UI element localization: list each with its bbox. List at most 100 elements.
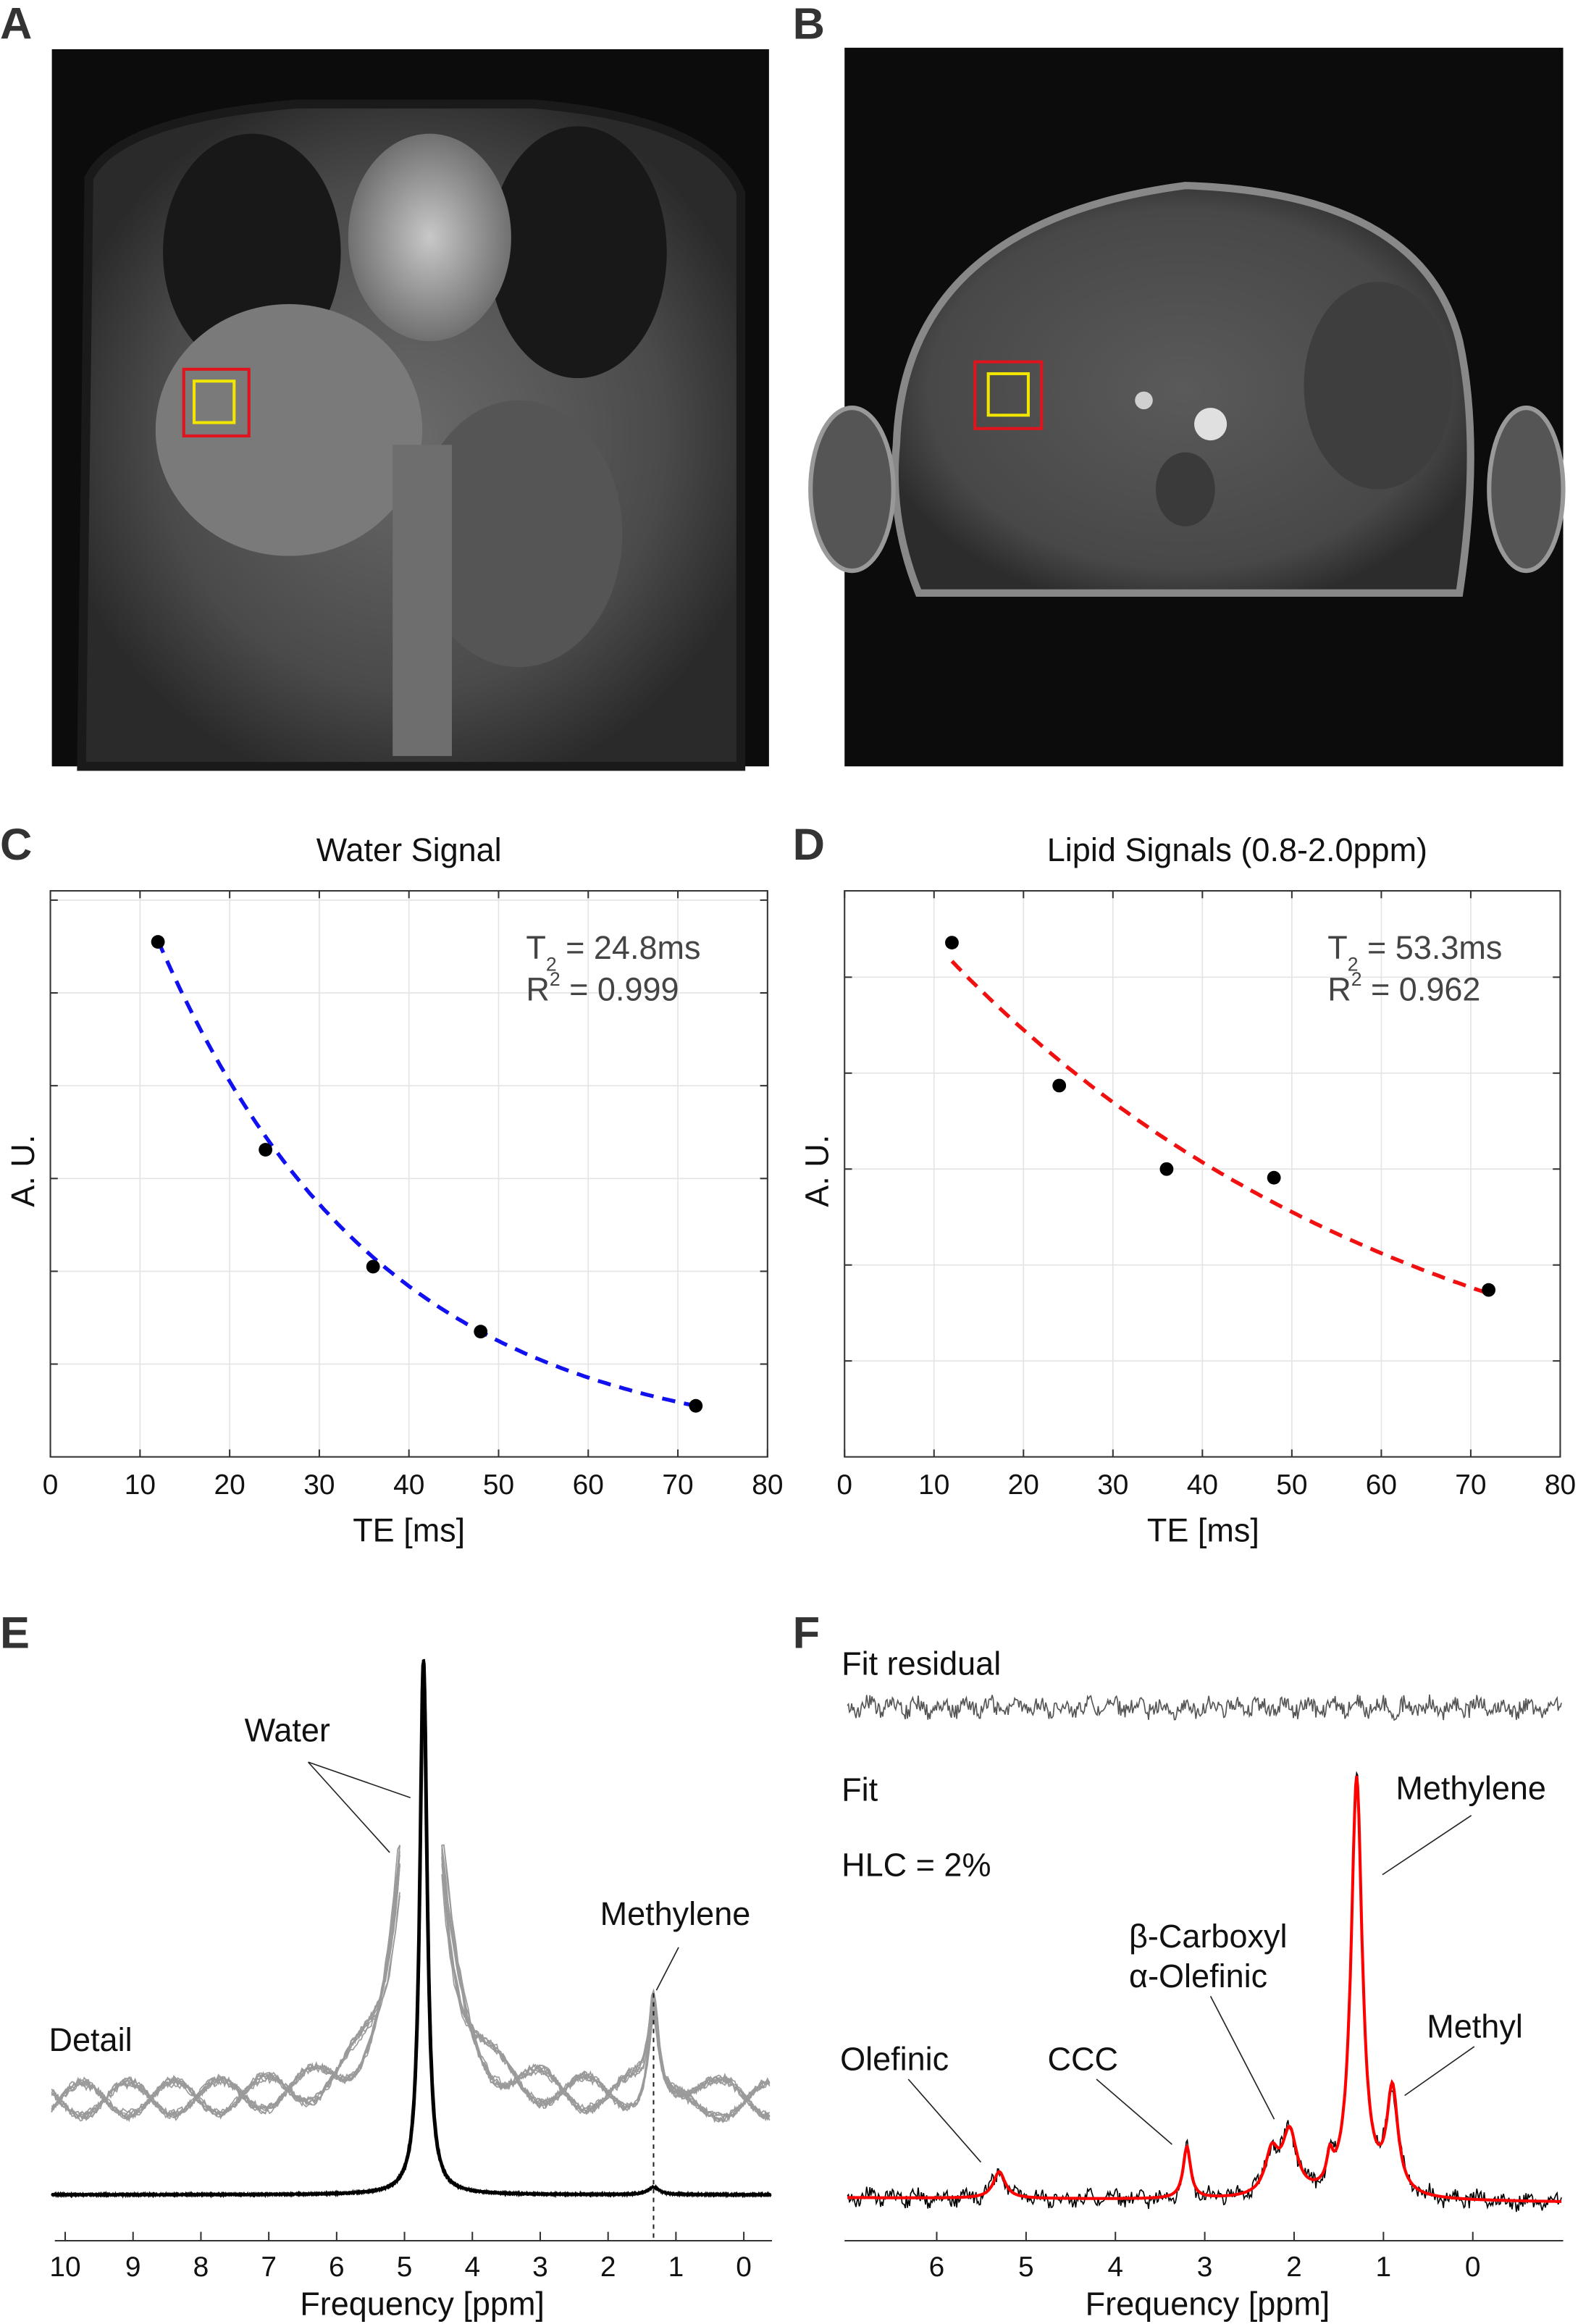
methylene-peak-label-f: Methylene bbox=[1396, 1769, 1546, 1806]
plot-frame bbox=[49, 890, 768, 1458]
detail-spectrum-trace bbox=[441, 1845, 771, 2119]
water-leader-line bbox=[308, 1761, 411, 1799]
detail-spectrum-trace bbox=[441, 1849, 771, 2122]
detail-spectrum-trace bbox=[441, 1845, 771, 2120]
water-peak-label: Water bbox=[245, 1711, 330, 1748]
panel-label-c: C bbox=[0, 820, 32, 870]
data-point bbox=[945, 936, 959, 950]
mri-coronal-image bbox=[51, 49, 769, 771]
detail-spectrum-trace bbox=[442, 1844, 771, 2115]
water-spectrum-trace bbox=[51, 1661, 772, 2199]
x-tick-label: 40 bbox=[393, 1469, 424, 1501]
y-axis-label-water: A. U. bbox=[4, 1135, 41, 1207]
panel-label-b: B bbox=[793, 0, 825, 49]
alpha-olefinic-label: α-Olefinic bbox=[1129, 1958, 1267, 1994]
x-tick-label: 40 bbox=[1187, 1469, 1218, 1501]
olefinic-leader-line bbox=[907, 2078, 982, 2163]
x-tick-label: 9 bbox=[125, 2252, 141, 2283]
x-tick-label: 10 bbox=[125, 1469, 156, 1501]
x-tick-label: 10 bbox=[49, 2252, 80, 2283]
x-tick-label: 50 bbox=[1276, 1469, 1307, 1501]
water-t2-chart: 0 10 20 30 40 50 60 70 80 bbox=[43, 890, 783, 1501]
x-tick-label: 0 bbox=[43, 1469, 59, 1501]
x-tick-label: 30 bbox=[303, 1469, 335, 1501]
panel-label-e: E bbox=[0, 1608, 30, 1658]
x-tick-label: 80 bbox=[752, 1469, 783, 1501]
x-tick-label: 4 bbox=[1107, 2252, 1123, 2283]
methyl-peak-label: Methyl bbox=[1427, 2008, 1523, 2045]
mri-axial-image bbox=[808, 47, 1566, 767]
x-axis-label-f: Frequency [ppm] bbox=[1086, 2285, 1330, 2322]
fit-residual-trace bbox=[847, 1694, 1562, 1721]
data-point bbox=[689, 1398, 703, 1413]
carboxyl-leader-line bbox=[1209, 1996, 1275, 2120]
x-tick-label: 6 bbox=[329, 2252, 345, 2283]
x-tick-label: 5 bbox=[397, 2252, 413, 2283]
fit-label: Fit bbox=[842, 1771, 878, 1808]
detail-spectrum-trace bbox=[51, 1865, 400, 2121]
x-tick-label: 6 bbox=[929, 2252, 945, 2283]
x-axis-label-e: Frequency [ppm] bbox=[300, 2285, 545, 2322]
detail-label: Detail bbox=[49, 2021, 133, 2058]
x-tick-label: 30 bbox=[1097, 1469, 1128, 1501]
x-tick-label: 70 bbox=[1455, 1469, 1486, 1501]
water-detail-leader-line bbox=[307, 1761, 390, 1853]
data-point bbox=[1159, 1162, 1174, 1176]
chart-title-water: Water Signal bbox=[316, 831, 502, 868]
x-tick-label: 4 bbox=[464, 2252, 480, 2283]
x-tick-label: 3 bbox=[532, 2252, 548, 2283]
detail-spectrum-trace bbox=[51, 1863, 400, 2120]
y-axis-label-lipid: A. U. bbox=[799, 1135, 836, 1207]
x-tick-label: 1 bbox=[1376, 2252, 1392, 2283]
x-tick-label: 70 bbox=[662, 1469, 693, 1501]
x-tick-label: 5 bbox=[1018, 2252, 1034, 2283]
olefinic-peak-label: Olefinic bbox=[840, 2041, 949, 2078]
x-tick-label: 0 bbox=[836, 1469, 852, 1501]
r2-annotation-water: R2 = 0.999 bbox=[526, 968, 679, 1007]
methylene-peak-label-e: Methylene bbox=[600, 1895, 751, 1932]
beta-carboxyl-label: β-Carboxyl bbox=[1129, 1918, 1287, 1955]
detail-spectrum-trace bbox=[442, 1844, 771, 2121]
lipid-spectrum-fit-chart: 6 5 4 3 2 1 0 bbox=[844, 1694, 1564, 2283]
x-tick-label: 60 bbox=[1366, 1469, 1397, 1501]
x-tick-label: 3 bbox=[1197, 2252, 1213, 2283]
x-tick-label: 80 bbox=[1545, 1469, 1576, 1501]
roi-inner-box-a bbox=[192, 379, 236, 424]
roi-outer-box-b bbox=[973, 360, 1044, 430]
detail-spectrum-trace bbox=[51, 1845, 400, 2118]
methylene-leader-line-f bbox=[1382, 1815, 1472, 1876]
data-point bbox=[259, 1143, 273, 1157]
measured-spectrum-trace bbox=[847, 1771, 1562, 2212]
hlc-label: HLC = 2% bbox=[842, 1847, 991, 1884]
detail-spectrum-trace bbox=[51, 1854, 400, 2119]
x-tick-label: 20 bbox=[214, 1469, 245, 1501]
x-tick-label: 7 bbox=[261, 2252, 277, 2283]
data-point bbox=[1052, 1078, 1067, 1093]
x-tick-label: 1 bbox=[668, 2252, 684, 2283]
lipid-t2-chart: 0 10 20 30 40 50 60 70 80 bbox=[836, 890, 1576, 1501]
chart-title-lipid: Lipid Signals (0.8-2.0ppm) bbox=[1047, 831, 1427, 868]
x-tick-label: 20 bbox=[1008, 1469, 1039, 1501]
fitted-spectrum-curve bbox=[847, 1776, 1562, 2203]
x-tick-label: 10 bbox=[918, 1469, 949, 1501]
x-axis-label-lipid: TE [ms] bbox=[1147, 1511, 1259, 1548]
data-point bbox=[1267, 1170, 1281, 1185]
data-point bbox=[151, 935, 165, 949]
exponential-fit-curve bbox=[950, 960, 1490, 1296]
ccc-peak-label: CCC bbox=[1048, 2041, 1119, 2078]
detail-spectrum-trace bbox=[51, 1845, 400, 2119]
panel-label-a: A bbox=[0, 0, 32, 49]
x-tick-label: 50 bbox=[483, 1469, 514, 1501]
x-axis-label-water: TE [ms] bbox=[353, 1511, 465, 1548]
t2-annotation-water: T2 = 24.8ms bbox=[526, 929, 700, 975]
data-point bbox=[474, 1325, 488, 1339]
panel-label-d: D bbox=[793, 820, 825, 870]
roi-inner-box-b bbox=[986, 372, 1030, 417]
panel-label-f: F bbox=[793, 1608, 821, 1658]
exponential-fit-curve bbox=[156, 939, 697, 1408]
x-tick-label: 2 bbox=[600, 2252, 616, 2283]
r2-annotation-lipid: R2 = 0.962 bbox=[1327, 968, 1480, 1007]
water-spectrum-chart: 10 9 8 7 6 5 4 3 2 1 0 bbox=[49, 1658, 772, 2283]
x-tick-label: 2 bbox=[1286, 2252, 1302, 2283]
